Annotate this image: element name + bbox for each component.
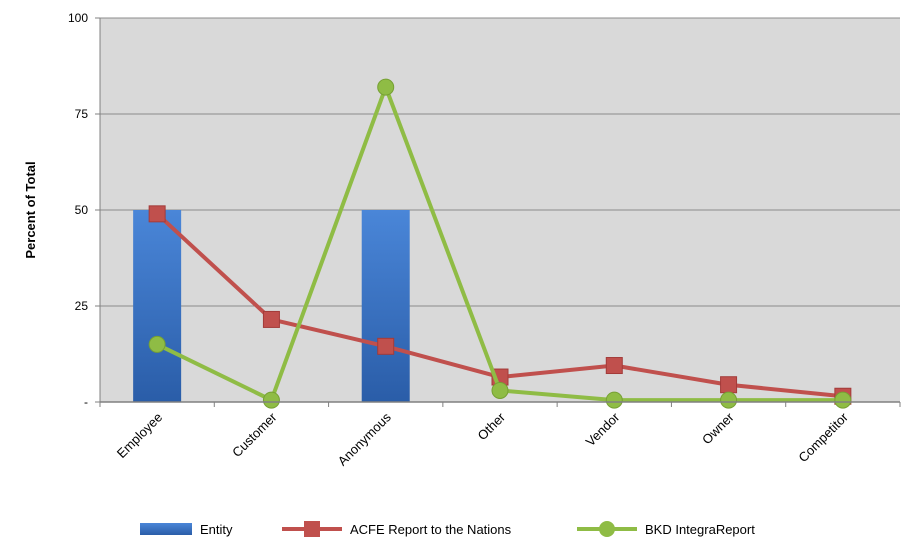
bar-series [133,210,410,402]
bar-entity [133,210,182,402]
x-tick-label: Vendor [583,409,623,449]
point-acfe-report-to-the-nations [720,376,738,394]
point-bkd-integrareport [262,391,280,409]
point-bkd-integrareport [377,78,395,96]
legend-label-entity: Entity [200,522,233,537]
x-tick-label: Employee [114,410,165,461]
x-axis-labels: Employee Customer Anonymous Other Vendor Owne… [114,409,852,469]
legend-swatch-entity [140,523,192,535]
legend-marker-acfe-report-to-the-nations [304,521,320,537]
point-bkd-integrareport [834,391,852,409]
line-series [148,78,852,409]
point-bkd-integrareport [491,381,509,399]
point-bkd-integrareport [720,391,738,409]
axes [99,18,901,407]
x-tick-label: Other [475,409,509,443]
y-tick-label: 50 [75,203,89,217]
point-acfe-report-to-the-nations [148,205,166,223]
x-tick-label: Customer [229,409,280,460]
x-tick-label: Competitor [795,409,851,465]
y-tick-label: 25 [75,299,89,313]
legend-label-bkd-integrareport: BKD IntegraReport [645,522,755,537]
point-bkd-integrareport [605,391,623,409]
x-tick-label: Anonymous [335,409,395,469]
y-tick-label: 75 [75,107,89,121]
point-acfe-report-to-the-nations [377,337,395,355]
y-axis-ticks: - 25 50 75 100 [68,11,100,409]
gridlines [100,17,900,307]
y-axis-label: Percent of Total [23,161,38,258]
bar-entity [361,210,410,402]
y-tick-label: 100 [68,11,88,25]
legend: Entity ACFE Report to the Nations BKD Inte… [140,521,755,537]
y-tick-label: - [84,395,88,409]
point-acfe-report-to-the-nations [262,310,280,328]
point-acfe-report-to-the-nations [605,357,623,375]
legend-marker-bkd-integrareport [599,521,615,537]
legend-label-acfe-report-to-the-nations: ACFE Report to the Nations [350,522,512,537]
x-tick-label: Owner [699,409,737,447]
point-bkd-integrareport [148,335,166,353]
